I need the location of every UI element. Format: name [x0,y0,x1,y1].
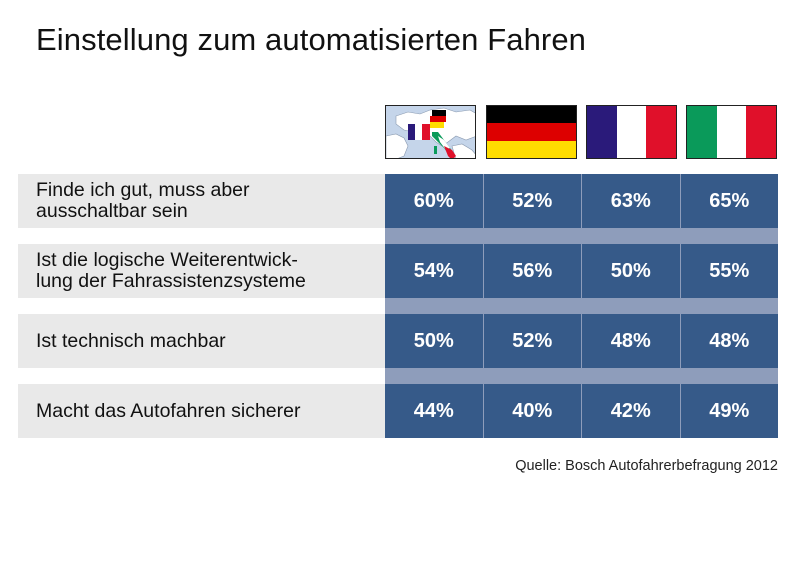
flag-band-green [687,106,717,158]
value-cell-france: 63% [581,174,680,228]
row-separator [18,298,778,314]
flag-band-white [616,106,647,158]
value-cell-italy: 49% [679,384,779,438]
europe-map-icon-graphic [386,106,475,158]
value-cell-france: 50% [581,244,680,298]
row-separator [18,228,778,244]
row-values: 60% 52% 63% 65% [385,174,778,228]
flag-band-black [487,106,576,124]
row-separator [18,368,778,384]
flag-band-gold [487,140,576,158]
value-cell-france: 48% [581,314,680,368]
value-cell-italy: 55% [679,244,779,298]
table-row: Ist technisch machbar 50% 52% 48% 48% [18,314,778,368]
flag-band-red [646,106,676,158]
row-label: Ist technisch machbar [18,314,385,368]
flag-band-blue [587,106,617,158]
chart-title: Einstellung zum automatisierten Fahren [36,22,587,57]
country-header [385,105,778,161]
value-cell-europe: 54% [413,259,454,282]
table-row: Ist die logische Weiterentwick- lung der… [18,244,778,298]
row-label: Finde ich gut, muss aber ausschaltbar se… [18,174,385,228]
row-label-line2: lung der Fahrassistenzsysteme [36,270,306,292]
row-label-line1: Ist technisch machbar [36,329,226,352]
flag-band-red [746,106,776,158]
value-cell-germany: 40% [482,384,582,438]
row-label-line2: ausschaltbar sein [36,200,188,222]
row-label: Ist die logische Weiterentwick- lung der… [18,244,385,298]
value-cell-europe: 60% [413,189,454,212]
value-cell-italy: 48% [679,314,779,368]
row-label-line1: Finde ich gut, muss aber [36,179,250,201]
row-values: 54% 56% 50% 55% [385,244,778,298]
row-label-line1: Ist die logische Weiterentwick- [36,249,298,271]
value-cell-europe: 50% [413,329,454,352]
europe-map-icon [385,105,476,159]
germany-flag-icon [486,105,577,159]
value-cell-italy: 65% [679,174,779,228]
value-cell-germany: 52% [482,314,582,368]
table-row: Finde ich gut, muss aber ausschaltbar se… [18,174,778,228]
flag-band-white [716,106,747,158]
row-label-line1: Macht das Autofahren sicherer [36,399,301,422]
value-cell-germany: 56% [482,244,582,298]
flag-band-red [487,123,576,141]
row-values: 44% 40% 42% 49% [385,384,778,438]
value-cell-germany: 52% [482,174,582,228]
italy-flag-icon [686,105,777,159]
value-cell-europe: 44% [413,399,454,422]
row-values: 50% 52% 48% 48% [385,314,778,368]
table-row: Macht das Autofahren sicherer 44% 40% 42… [18,384,778,438]
row-label: Macht das Autofahren sicherer [18,384,385,438]
france-flag-icon [586,105,677,159]
source-note: Quelle: Bosch Autofahrerbefragung 2012 [515,458,778,474]
survey-table: Finde ich gut, muss aber ausschaltbar se… [18,174,778,438]
value-cell-france: 42% [581,384,680,438]
